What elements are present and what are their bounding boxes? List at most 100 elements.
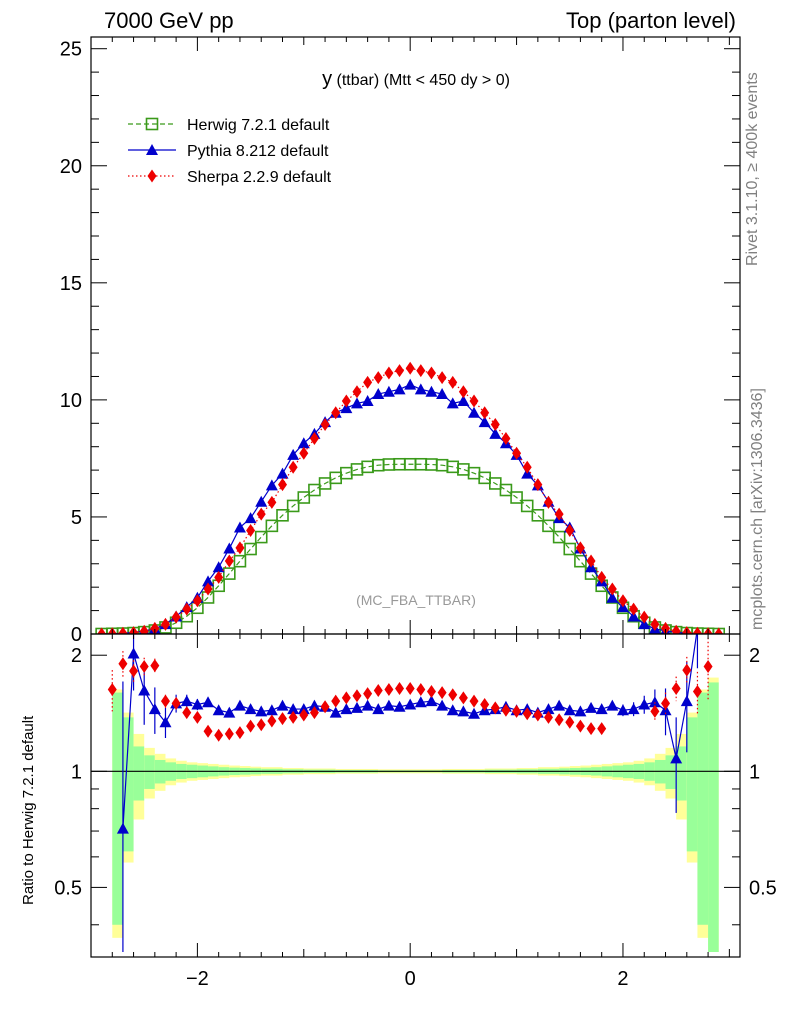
ratio-point [458, 691, 468, 705]
data-point [531, 509, 545, 522]
ratio-point [363, 687, 373, 701]
ratio-point [404, 698, 417, 710]
ratio-point [159, 716, 172, 728]
data-point [297, 491, 311, 504]
data-point [575, 541, 585, 555]
data-point [244, 542, 257, 556]
data-point [276, 467, 289, 479]
data-point [297, 437, 310, 449]
ratio-point [446, 704, 459, 716]
data-point [384, 366, 394, 380]
data-point [607, 582, 617, 596]
ratio-point [278, 712, 288, 726]
ratio-point [267, 714, 277, 728]
ratio-point [350, 701, 363, 713]
ratio-point [638, 698, 651, 710]
ratio-point [276, 699, 289, 711]
y-tick-label: 5 [71, 507, 82, 529]
ratio-point [116, 822, 129, 834]
ratio-point [595, 703, 608, 715]
x-tick-label: 2 [617, 968, 628, 990]
main-plot: 0 5 10 15 20 25 y (ttbar) (Mtt < 450 dy > 0) He… [60, 36, 741, 646]
data-point [520, 499, 534, 513]
data-point [320, 417, 330, 431]
data-point [542, 519, 555, 533]
ratio-frame [90, 633, 741, 958]
data-point [278, 478, 288, 492]
ratio-point [650, 704, 660, 718]
ratio-point [586, 722, 596, 736]
data-point [331, 406, 341, 420]
ratio-point [224, 727, 234, 741]
data-point [457, 395, 470, 407]
ratio-point [235, 726, 245, 740]
data-point [373, 371, 383, 385]
data-point [235, 541, 245, 555]
data-point [714, 627, 724, 634]
ratio-point [160, 694, 170, 708]
ratio-point [192, 710, 202, 724]
ratio-point [468, 707, 481, 719]
band-green [708, 682, 719, 952]
ratio-point [627, 703, 640, 715]
ratio-point [288, 710, 298, 724]
data-point [629, 602, 639, 616]
data-point [606, 591, 619, 603]
data-point [308, 483, 321, 497]
data-point [150, 621, 160, 634]
ratio-point [331, 694, 341, 708]
data-point [671, 624, 681, 634]
data-point [416, 364, 426, 378]
data-point [395, 364, 405, 378]
ratio-point [118, 657, 128, 671]
ratio-point [129, 664, 139, 678]
data-point [254, 530, 268, 544]
ratio-point [382, 699, 395, 711]
data-point [223, 542, 236, 554]
data-point [287, 448, 300, 460]
data-point [618, 594, 628, 608]
plot-title-main: y [322, 68, 332, 90]
data-point [627, 610, 640, 622]
band-green [686, 717, 698, 852]
ratio-point [501, 703, 511, 717]
data-point [203, 582, 213, 596]
data-point [329, 471, 343, 485]
ratio-point [373, 684, 383, 698]
ratio-point [107, 682, 117, 696]
series-filled-diamond-2 [97, 361, 724, 634]
data-point [448, 375, 458, 389]
ratio-series-1 [107, 637, 713, 742]
data-point [202, 575, 215, 587]
data-point [361, 395, 374, 407]
data-point [501, 432, 511, 446]
band-green [144, 755, 155, 789]
header-left-label: 7000 GeV pp [104, 8, 234, 33]
data-point [425, 385, 438, 397]
ratio-point [692, 685, 702, 699]
ratio-point [425, 695, 438, 707]
ratio-point [703, 659, 713, 673]
data-point [404, 378, 417, 390]
plot-title: y (ttbar) (Mtt < 450 dy > 0) [322, 68, 510, 90]
header-right-label: Top (parton level) [566, 8, 736, 33]
data-point [574, 554, 587, 568]
ratio-point [597, 722, 607, 736]
legend-entry-0: Herwig 7.2.1 default [128, 117, 330, 134]
legend-label: Pythia 8.212 default [187, 143, 329, 160]
ratio-point [299, 708, 309, 722]
band-green [133, 746, 145, 801]
x-tick-label: −2 [186, 968, 209, 990]
ratio-y-axis-label: Ratio to Herwig 7.2.1 default [20, 715, 37, 905]
data-point [255, 495, 268, 507]
data-point [512, 446, 522, 460]
ratio-point [393, 700, 406, 712]
ratio-point [436, 699, 449, 711]
data-point [352, 385, 362, 399]
data-point [382, 385, 395, 397]
data-point [171, 610, 181, 624]
data-point [692, 626, 702, 634]
ratio-point [457, 705, 470, 717]
data-point [288, 460, 298, 474]
data-point [639, 610, 649, 624]
